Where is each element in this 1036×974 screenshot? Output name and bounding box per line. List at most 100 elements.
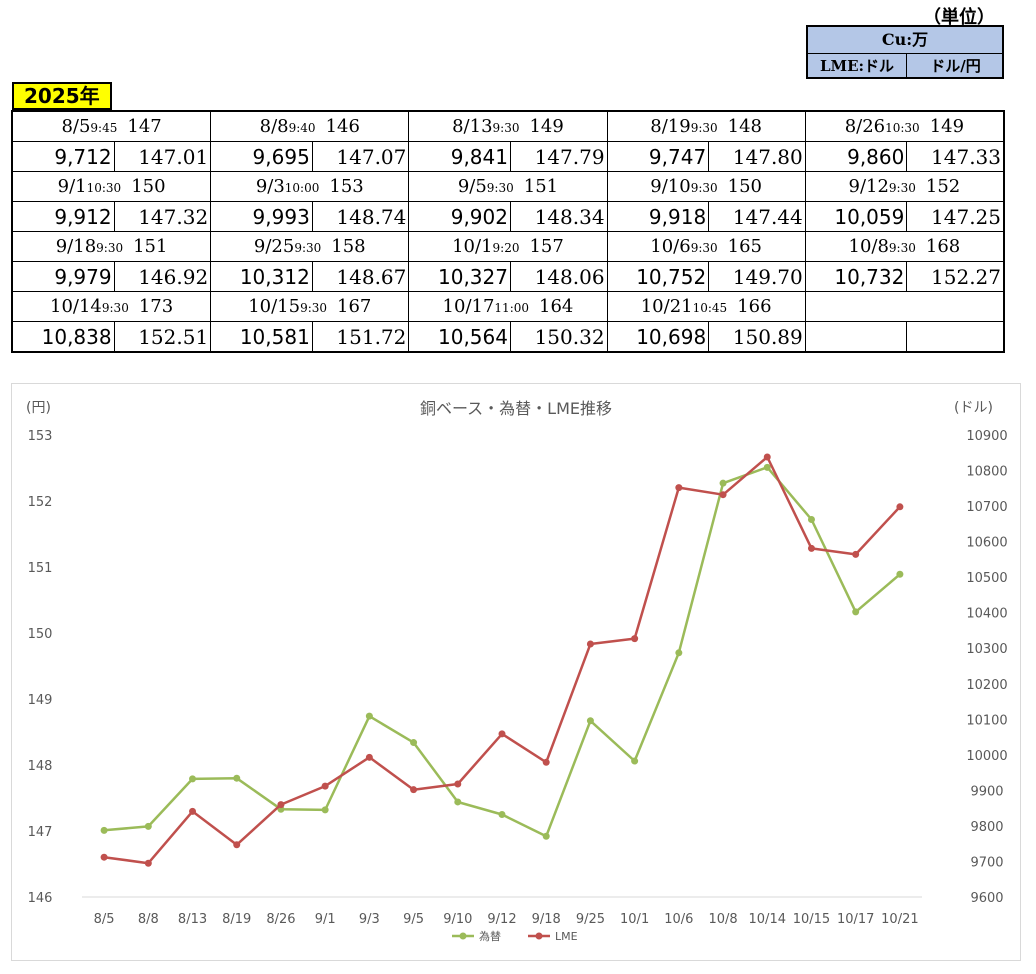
entry-time: 9:20 <box>492 241 520 255</box>
y-left-tick-label: 153 <box>28 429 53 444</box>
y-right-tick-label: 9600 <box>970 891 1003 906</box>
price-header-row: 9/189:30 151 9/259:30 158 10/19:20 157 10/69:3… <box>11 231 1005 262</box>
series-layer <box>100 453 904 867</box>
data-point <box>498 730 506 738</box>
unit-fx: ドル/円 <box>930 57 981 75</box>
entry-base-price: 164 <box>539 296 574 317</box>
entry-base-price: 166 <box>737 296 772 317</box>
entry-fx: 148.74 <box>311 201 410 232</box>
entry-base-price: 152 <box>925 176 961 197</box>
x-tick-label: 10/15 <box>793 912 830 927</box>
data-point <box>852 550 860 558</box>
legend-label: 為替 <box>479 929 501 943</box>
legend-marker <box>535 932 543 940</box>
data-point <box>586 717 594 725</box>
entry-date: 10/14 <box>50 296 102 317</box>
entry-header: 8/139:30 149 <box>408 110 608 142</box>
price-header-row: 10/149:30 173 10/159:30 167 10/1711:00 164 10/… <box>11 291 1005 322</box>
y-right-tick-label: 10800 <box>966 465 1007 480</box>
data-point <box>763 463 771 471</box>
price-value-row: 9,912 147.32 9,993 148.74 9,902 148.34 9,918 14… <box>11 201 1005 232</box>
entry-fx: 152.51 <box>113 321 212 353</box>
entry-base-price: 149 <box>929 116 965 137</box>
entry-time: 11:00 <box>494 301 530 315</box>
entry-date: 9/18 <box>55 236 97 257</box>
entry-date: 9/10 <box>650 176 691 197</box>
entry-lme: 9,695 <box>210 141 313 172</box>
y-right-tick-label: 10900 <box>966 429 1007 444</box>
entry-date: 8/13 <box>452 116 493 137</box>
entry-time: 9:30 <box>101 301 129 315</box>
entry-header <box>804 291 1005 322</box>
x-tick-label: 10/6 <box>664 912 693 927</box>
entry-lme: 9,912 <box>11 201 115 232</box>
y-right-tick-label: 9700 <box>970 855 1003 870</box>
legend-marker <box>459 932 467 940</box>
entry-header: 10/1711:00 164 <box>408 291 608 322</box>
entry-lme: 10,312 <box>210 261 313 292</box>
data-point <box>719 491 727 499</box>
y-left-tick-label: 146 <box>28 891 53 906</box>
entry-time: 9:30 <box>690 241 718 255</box>
entry-fx: 147.44 <box>708 201 806 232</box>
data-point <box>233 774 241 782</box>
entry-fx: 150.32 <box>509 321 608 353</box>
entry-time: 9:40 <box>288 121 316 135</box>
entry-lme: 9,902 <box>408 201 511 232</box>
price-value-row: 10,838 152.51 10,581 151.72 10,564 150.32 10,6… <box>11 321 1005 353</box>
data-point <box>675 649 683 657</box>
y-axis-right: 9600 9700 9800 9900 10000 10100 10200 10300 1040… <box>966 429 1007 906</box>
chart-svg: 銅ベース・為替・LME推移 (円) (ドル) 146 147 148 149 150 15… <box>26 399 1008 943</box>
price-header-row: 8/59:45 147 8/89:40 146 8/139:30 149 8/199:30 1… <box>11 110 1005 142</box>
y-left-tick-label: 147 <box>28 825 53 840</box>
data-point <box>189 775 197 783</box>
data-point <box>100 826 108 834</box>
entry-base-price: 146 <box>325 116 360 137</box>
entry-lme: 10,327 <box>408 261 511 292</box>
entry-header: 8/59:45 147 <box>11 110 212 142</box>
data-point <box>631 757 639 765</box>
entry-header: 9/189:30 151 <box>11 231 212 262</box>
data-point <box>542 832 550 840</box>
y-axis-right-label: (ドル) <box>954 400 993 416</box>
data-point <box>542 758 550 766</box>
data-point <box>852 608 860 616</box>
price-header-row: 9/110:30 150 9/310:00 153 9/59:30 151 9/109:30… <box>11 171 1005 202</box>
data-point <box>233 841 241 849</box>
entry-date: 8/26 <box>844 116 886 137</box>
entry-lme: 9,918 <box>606 201 710 232</box>
data-point <box>321 806 329 814</box>
entry-lme: 9,979 <box>11 261 115 292</box>
y-right-tick-label: 10200 <box>966 678 1007 693</box>
entry-fx <box>906 321 1005 353</box>
entry-fx: 151.72 <box>311 321 410 353</box>
unit-box: Cu:万 LME:ドル ドル/円 <box>806 25 1004 79</box>
x-axis: 8/5 8/8 8/13 8/19 8/26 9/1 9/3 9/5 9/10 9/12 9/18 9… <box>82 896 922 927</box>
entry-date: 10/8 <box>848 236 889 257</box>
entry-fx: 150.89 <box>708 321 806 353</box>
y-right-tick-label: 9800 <box>970 820 1003 835</box>
y-right-tick-label: 10100 <box>966 713 1007 728</box>
entry-time: 9:30 <box>690 121 718 135</box>
entry-base-price: 150 <box>727 176 763 197</box>
data-point <box>189 807 197 815</box>
legend: 為替 LME <box>452 929 578 943</box>
y-right-tick-label: 10600 <box>966 536 1007 551</box>
data-point <box>144 822 152 830</box>
y-right-tick-label: 9900 <box>970 784 1003 799</box>
series-line <box>103 455 901 865</box>
entry-time: 9:30 <box>888 181 916 195</box>
entry-date: 10/1 <box>452 236 493 257</box>
x-tick-label: 9/12 <box>487 912 516 927</box>
x-tick-label: 8/5 <box>94 912 115 927</box>
entry-date: 10/15 <box>248 296 301 317</box>
entry-time: 10:00 <box>284 181 320 195</box>
entry-lme: 10,581 <box>210 321 313 353</box>
data-point <box>498 811 506 818</box>
y-left-tick-label: 152 <box>28 495 53 510</box>
entry-lme: 9,993 <box>210 201 313 232</box>
entry-base-price: 151 <box>523 176 559 197</box>
data-point <box>807 515 815 523</box>
entry-header: 10/149:30 173 <box>11 291 212 322</box>
data-point <box>586 640 594 648</box>
